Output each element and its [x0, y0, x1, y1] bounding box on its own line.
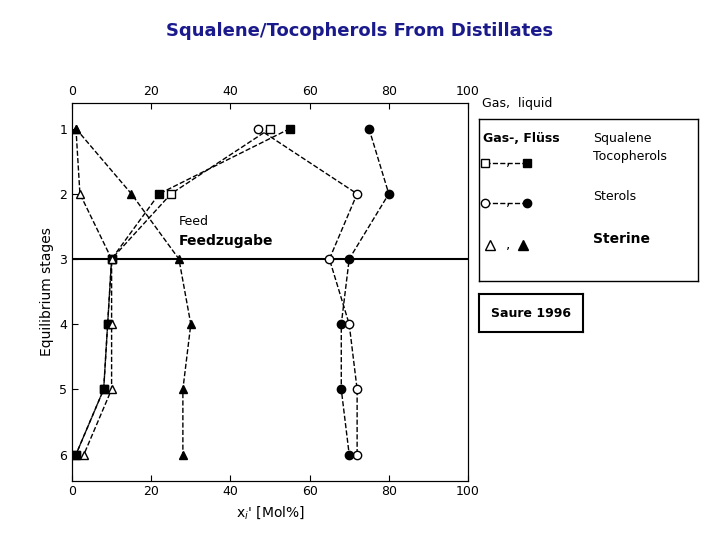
Text: Tocopherols: Tocopherols — [593, 150, 667, 163]
Text: Gas-, Flüss: Gas-, Flüss — [483, 132, 560, 145]
Text: Gas,  liquid: Gas, liquid — [482, 97, 553, 110]
Text: ,: , — [506, 154, 510, 168]
Text: Squalene/Tocopherols From Distillates: Squalene/Tocopherols From Distillates — [166, 22, 554, 39]
Text: Saure 1996: Saure 1996 — [491, 307, 571, 320]
X-axis label: x$_i$' [Mol%]: x$_i$' [Mol%] — [235, 504, 305, 521]
Text: Squalene: Squalene — [593, 132, 652, 145]
Text: ,: , — [506, 237, 510, 251]
Y-axis label: Equilibrium stages: Equilibrium stages — [40, 227, 53, 356]
Text: Sterols: Sterols — [593, 190, 636, 203]
Text: Sterine: Sterine — [593, 232, 650, 246]
Text: ,: , — [506, 194, 510, 208]
Text: Feed: Feed — [179, 215, 209, 228]
Text: Feedzugabe: Feedzugabe — [179, 234, 274, 248]
